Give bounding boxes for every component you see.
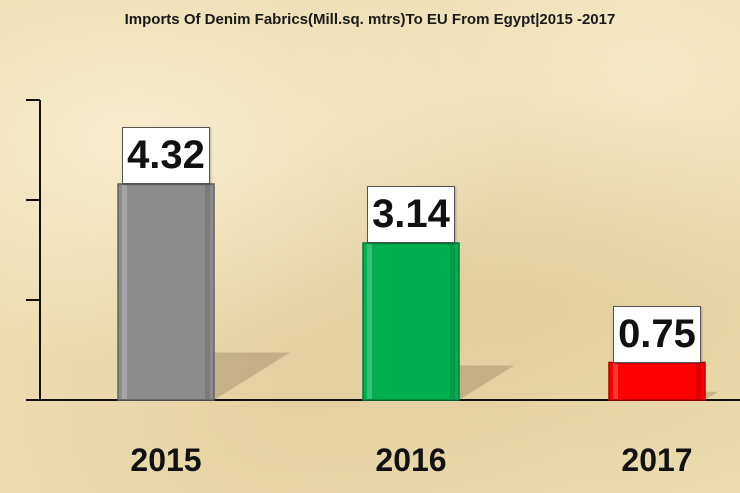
chart-title: Imports Of Denim Fabrics(Mill.sq. mtrs)T… — [124, 11, 616, 28]
bar-2017 — [608, 361, 706, 401]
bar-highlight — [613, 363, 618, 399]
bar-edge — [696, 363, 701, 399]
value-label-2016: 3.14 — [367, 186, 455, 243]
bar-highlight — [122, 185, 127, 399]
x-tick-label-2016: 2016 — [375, 442, 447, 478]
x-tick-label-2015: 2015 — [130, 442, 202, 478]
bar-edge — [205, 185, 210, 399]
value-label-2015: 4.32 — [122, 127, 210, 184]
value-label-2017: 0.75 — [613, 305, 701, 363]
bar-2016 — [362, 242, 460, 401]
bar-highlight — [367, 244, 372, 399]
bar-edge — [450, 244, 455, 399]
x-tick-label-2017: 2017 — [621, 442, 693, 478]
bar-2015 — [117, 183, 215, 401]
